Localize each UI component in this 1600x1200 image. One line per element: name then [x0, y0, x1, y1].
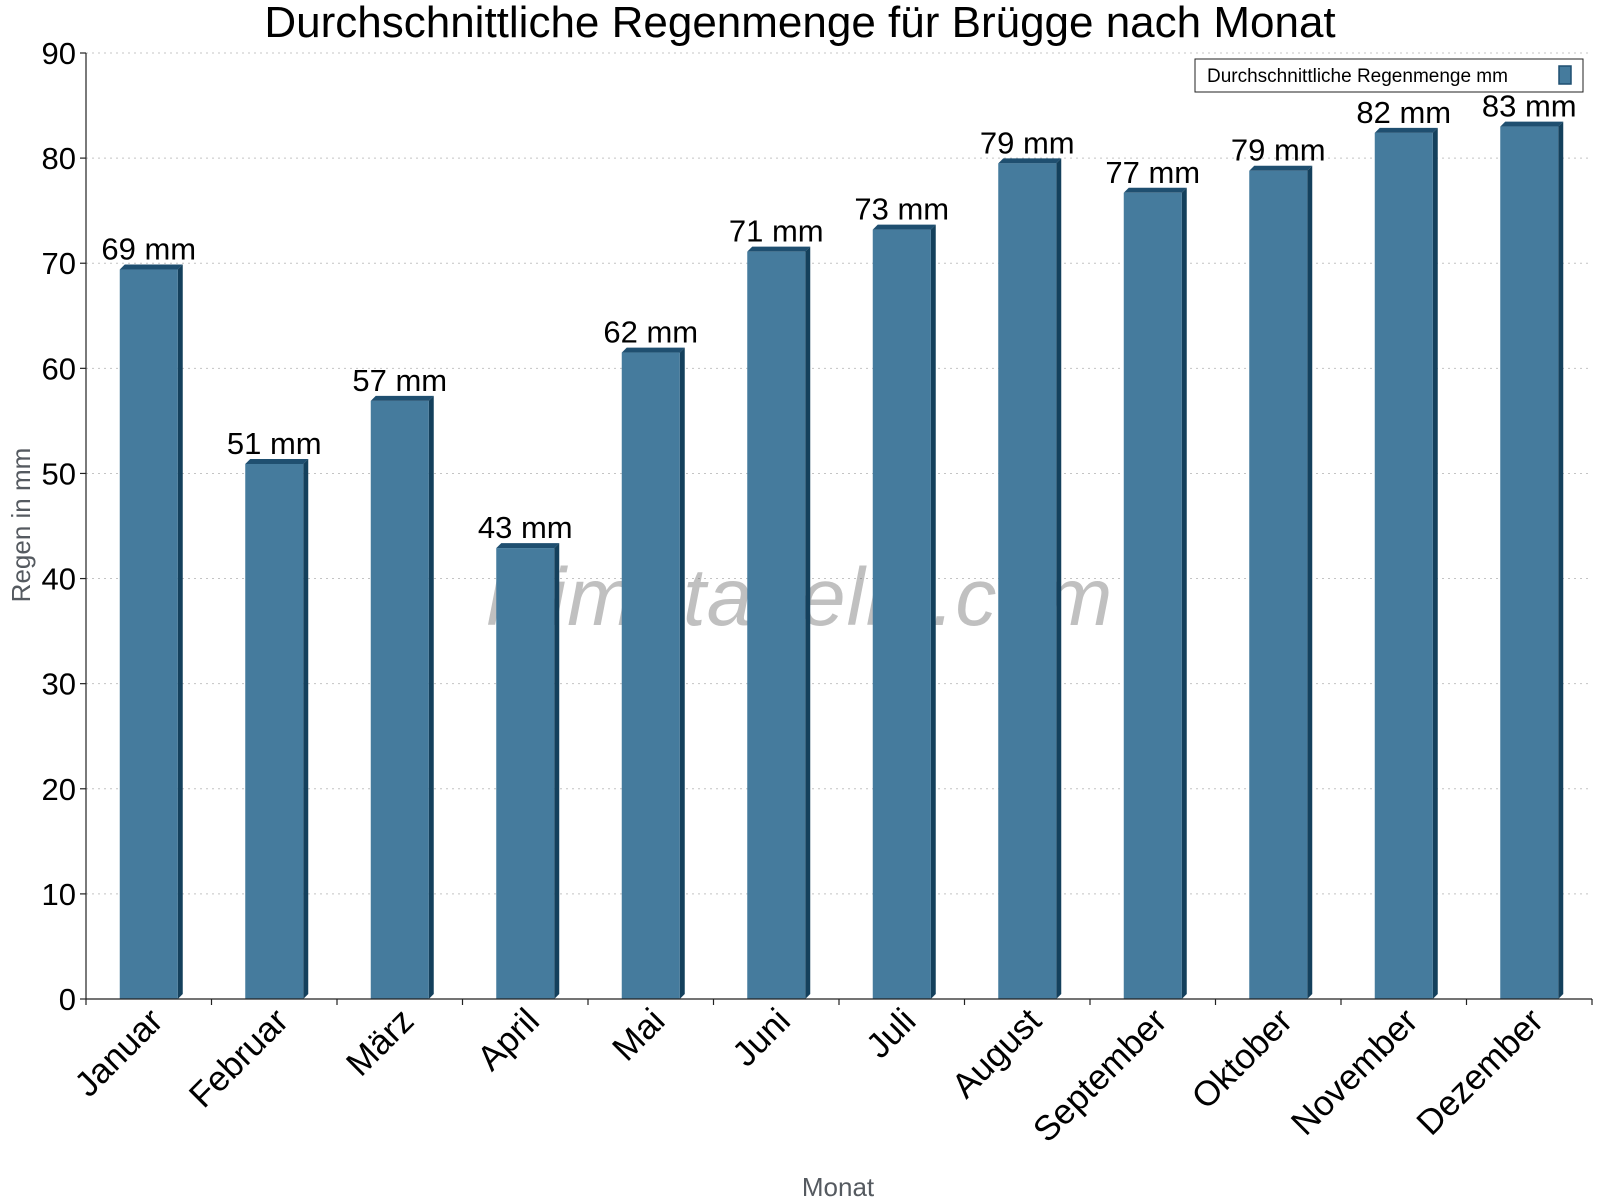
x-tick-label: Juni — [725, 1001, 798, 1074]
data-label: 57 mm — [352, 363, 447, 398]
bar-front — [370, 400, 429, 999]
data-label: 83 mm — [1482, 89, 1577, 124]
bar-front — [1374, 132, 1433, 999]
bar-front — [998, 163, 1057, 999]
bar-top — [119, 264, 183, 270]
y-tick-label: 40 — [42, 562, 76, 597]
y-tick-label: 70 — [42, 246, 76, 281]
x-tick-label: Mai — [605, 1001, 672, 1068]
x-tick-label: Dezember — [1409, 1001, 1551, 1143]
y-tick-labels: 0 10 20 30 40 50 60 70 80 90 — [42, 36, 76, 1017]
data-label: 43 mm — [478, 510, 573, 545]
y-tick-label: 90 — [42, 36, 76, 71]
bar-side — [303, 458, 309, 999]
bar-märz — [370, 395, 434, 999]
data-label: 62 mm — [603, 315, 698, 350]
axes — [80, 52, 1593, 1005]
bar-front — [496, 548, 555, 999]
data-label: 73 mm — [854, 192, 949, 227]
x-tick-label: November — [1284, 1001, 1426, 1143]
x-tick-label: Februar — [182, 1001, 296, 1115]
y-tick-label: 0 — [59, 982, 76, 1017]
bar-side — [679, 347, 685, 1000]
bar-top — [872, 224, 936, 230]
bar-september — [1123, 187, 1187, 999]
bar-top — [998, 158, 1062, 164]
bar-side — [805, 246, 811, 999]
data-labels: 69 mm 51 mm 57 mm 43 mm 62 mm 71 mm 73 mm 79 mm… — [101, 89, 1576, 545]
bar-side — [554, 543, 560, 999]
bar-november — [1374, 127, 1438, 999]
x-tick-label: August — [944, 1001, 1049, 1106]
y-tick-label: 50 — [42, 456, 76, 491]
bar-januar — [119, 264, 183, 999]
bar-top — [245, 458, 309, 464]
data-label: 71 mm — [729, 214, 824, 249]
bar-front — [1123, 192, 1182, 999]
bar-oktober — [1249, 165, 1313, 1000]
bar-front — [621, 352, 680, 1000]
y-axis-label: Regen in mm — [6, 448, 36, 603]
y-tick-label: 10 — [42, 877, 76, 912]
bar-side — [1558, 121, 1564, 1000]
x-tick-label: April — [470, 1001, 547, 1078]
bar-side — [428, 395, 434, 999]
x-tick-label: Juli — [859, 1001, 924, 1066]
bar-top — [1500, 121, 1564, 127]
bar-front — [1500, 126, 1559, 1000]
gridlines — [86, 52, 1592, 895]
data-label: 77 mm — [1105, 155, 1200, 190]
bar-front — [747, 251, 806, 999]
legend-label: Durchschnittliche Regenmenge mm — [1207, 66, 1508, 87]
bar-top — [1374, 127, 1438, 133]
legend-box — [1194, 58, 1584, 93]
bar-front — [119, 269, 178, 999]
bar-side — [1056, 158, 1062, 999]
y-tick-label: 30 — [42, 667, 76, 702]
bar-top — [370, 395, 434, 401]
bar-top — [1249, 165, 1313, 171]
bar-side — [1432, 127, 1438, 999]
bar-side — [930, 224, 936, 999]
x-tick-labels: Januar Februar März April Mai Juni Juli AugustS… — [67, 1001, 1551, 1150]
data-label: 82 mm — [1356, 95, 1451, 130]
x-tick-label: März — [339, 1001, 422, 1084]
x-axis-label: Monat — [802, 1172, 875, 1200]
data-label: 79 mm — [980, 125, 1075, 160]
bar-juni — [747, 246, 811, 999]
bar-februar — [245, 458, 309, 999]
y-tick-label: 80 — [42, 141, 76, 176]
bar-side — [177, 264, 183, 999]
bar-mai — [621, 347, 685, 1000]
bar-side — [1307, 165, 1313, 1000]
bar-april — [496, 543, 560, 999]
bar-juli — [872, 224, 936, 999]
x-tick-label: Oktober — [1184, 1001, 1300, 1117]
chart-title: Durchschnittliche Regenmenge für Brügge … — [264, 0, 1335, 47]
bar-side — [1181, 187, 1187, 999]
bar-top — [496, 543, 560, 549]
bar-top — [747, 246, 811, 252]
data-label: 69 mm — [101, 232, 196, 267]
bar-august — [998, 158, 1062, 999]
y-tick-label: 60 — [42, 351, 76, 386]
bar-front — [872, 229, 931, 999]
data-label: 79 mm — [1231, 133, 1326, 168]
x-tick-label: Januar — [67, 1001, 170, 1104]
bars — [119, 121, 1564, 1000]
bar-top — [621, 347, 685, 353]
data-label: 51 mm — [227, 426, 322, 461]
bar-top — [1123, 187, 1187, 193]
bar-front — [1249, 170, 1308, 1000]
bar-front — [245, 463, 304, 999]
legend: Durchschnittliche Regenmenge mm — [1194, 58, 1584, 93]
y-tick-label: 20 — [42, 772, 76, 807]
legend-swatch — [1558, 65, 1572, 85]
x-tick-label: September — [1026, 1001, 1175, 1150]
bar-dezember — [1500, 121, 1564, 1000]
